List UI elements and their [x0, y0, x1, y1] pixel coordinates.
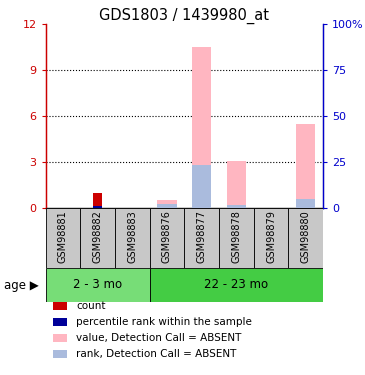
Bar	[115, 208, 150, 268]
Title: GDS1803 / 1439980_at: GDS1803 / 1439980_at	[99, 8, 269, 24]
Text: GSM98882: GSM98882	[93, 210, 103, 263]
Bar	[219, 208, 254, 268]
Bar	[288, 208, 323, 268]
Bar	[157, 200, 177, 208]
Bar	[46, 268, 150, 302]
Text: percentile rank within the sample: percentile rank within the sample	[76, 317, 252, 327]
Bar	[227, 206, 246, 208]
Text: GSM98879: GSM98879	[266, 210, 276, 263]
Text: GSM98883: GSM98883	[127, 210, 137, 263]
Text: GSM98881: GSM98881	[58, 210, 68, 263]
Text: count: count	[76, 301, 105, 310]
Bar	[150, 208, 184, 268]
Bar	[296, 199, 315, 208]
Bar	[80, 208, 115, 268]
Text: GSM98877: GSM98877	[197, 210, 207, 263]
Text: rank, Detection Call = ABSENT: rank, Detection Call = ABSENT	[76, 349, 236, 359]
Bar	[157, 204, 177, 208]
Bar	[227, 160, 246, 208]
Bar	[296, 124, 315, 208]
Text: GSM98878: GSM98878	[231, 210, 241, 263]
Text: GSM98876: GSM98876	[162, 210, 172, 263]
Text: value, Detection Call = ABSENT: value, Detection Call = ABSENT	[76, 333, 241, 343]
Bar	[150, 268, 323, 302]
Text: 22 - 23 mo: 22 - 23 mo	[204, 279, 268, 291]
Text: GSM98880: GSM98880	[301, 210, 311, 263]
Bar	[184, 208, 219, 268]
Bar	[93, 193, 102, 208]
Bar	[254, 208, 288, 268]
Bar	[46, 208, 80, 268]
Text: age ▶: age ▶	[4, 279, 38, 291]
Bar	[93, 206, 102, 208]
Bar	[192, 165, 211, 208]
Bar	[192, 47, 211, 208]
Text: 2 - 3 mo: 2 - 3 mo	[73, 279, 122, 291]
